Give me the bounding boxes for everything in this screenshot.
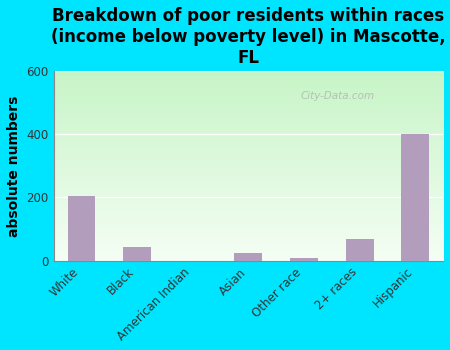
Bar [68, 196, 95, 261]
Title: Breakdown of poor residents within races
(income below poverty level) in Mascott: Breakdown of poor residents within races… [51, 7, 446, 66]
Y-axis label: absolute numbers: absolute numbers [7, 95, 21, 237]
Bar [290, 258, 318, 261]
Bar [346, 239, 374, 261]
Bar [123, 246, 151, 261]
Text: City-Data.com: City-Data.com [301, 91, 375, 100]
Bar [401, 134, 429, 261]
Bar [234, 253, 262, 261]
